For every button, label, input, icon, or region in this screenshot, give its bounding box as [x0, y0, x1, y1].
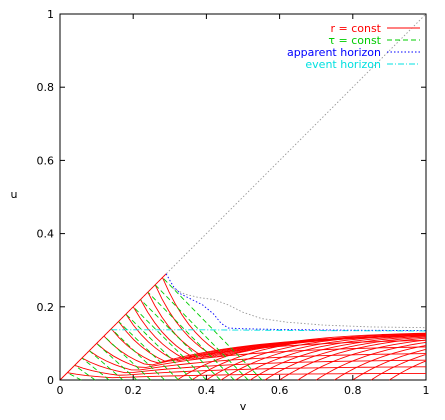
- r-const-line: [297, 339, 427, 381]
- x-axis-label: v: [240, 400, 247, 413]
- tau-const-line: [118, 321, 179, 381]
- r-const-line: [74, 364, 427, 376]
- legend-label: τ = const: [328, 34, 381, 47]
- r-const-line: [334, 345, 427, 381]
- tau-const-line: [96, 343, 138, 381]
- r-const-line: [96, 343, 427, 368]
- outer-dotted-line: [173, 288, 427, 329]
- y-tick-label: 0.6: [37, 154, 55, 167]
- legend-label: apparent horizon: [287, 46, 381, 59]
- tau-const-line: [74, 364, 96, 381]
- boundary-line: [59, 273, 167, 381]
- tau-const-line: [132, 306, 207, 381]
- r-const-line: [279, 337, 427, 381]
- r-const-line: [235, 334, 427, 381]
- x-tick-label: 0: [57, 384, 64, 397]
- r-const-line: [370, 354, 427, 381]
- y-tick-label: 0.2: [37, 301, 55, 314]
- lines-layer: [59, 13, 427, 381]
- tau-const-line: [154, 284, 249, 381]
- y-tick-label: 0.4: [37, 228, 55, 241]
- r-const-line: [352, 348, 427, 381]
- tau-const-line: [140, 299, 221, 381]
- r-const-line: [220, 334, 427, 381]
- r-const-line: [389, 360, 427, 381]
- diagonal-line: [59, 13, 427, 381]
- axis-frame: [59, 13, 427, 381]
- r-const-line: [176, 332, 427, 381]
- tau-const-line: [110, 328, 165, 381]
- tau-const-line: [147, 291, 235, 381]
- r-const-line: [147, 291, 427, 358]
- legend-label: event horizon: [305, 58, 381, 71]
- r-const-line: [191, 333, 427, 381]
- r-const-line: [264, 336, 427, 381]
- r-const-line: [81, 357, 427, 374]
- y-axis-label: u: [11, 188, 18, 201]
- x-tick-label: 0.6: [271, 384, 289, 397]
- r-const-line: [140, 299, 427, 360]
- y-tick-label: 1: [47, 8, 54, 21]
- y-tick-label: 0.8: [37, 81, 55, 94]
- legend-label: r = const: [330, 22, 381, 35]
- tau-const-line: [81, 357, 110, 381]
- tau-const-line: [103, 335, 152, 381]
- apparent-horizon-line: [165, 273, 427, 332]
- x-tick-label: 0.2: [124, 384, 142, 397]
- ticks-layer: 00 0.2 0.2 0.4 0.4 0.6 0.6 0.8 0.8 1 1: [37, 8, 430, 397]
- y-tick-label: 0: [47, 374, 54, 387]
- x-tick-label: 0.8: [344, 384, 362, 397]
- tau-const-line: [67, 372, 82, 381]
- r-const-line: [315, 341, 427, 381]
- r-const-line: [250, 335, 427, 381]
- x-tick-label: 0.4: [198, 384, 216, 397]
- event-horizon-line: [111, 329, 427, 332]
- x-tick-label: 1: [423, 384, 430, 397]
- r-const-line: [67, 372, 427, 379]
